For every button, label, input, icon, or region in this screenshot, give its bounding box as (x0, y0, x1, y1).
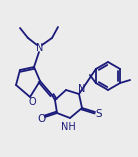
Text: NH: NH (61, 122, 75, 132)
Text: N: N (78, 84, 86, 94)
Text: N: N (36, 43, 44, 53)
Text: S: S (96, 109, 102, 119)
Text: O: O (28, 97, 36, 107)
Text: O: O (37, 114, 45, 124)
